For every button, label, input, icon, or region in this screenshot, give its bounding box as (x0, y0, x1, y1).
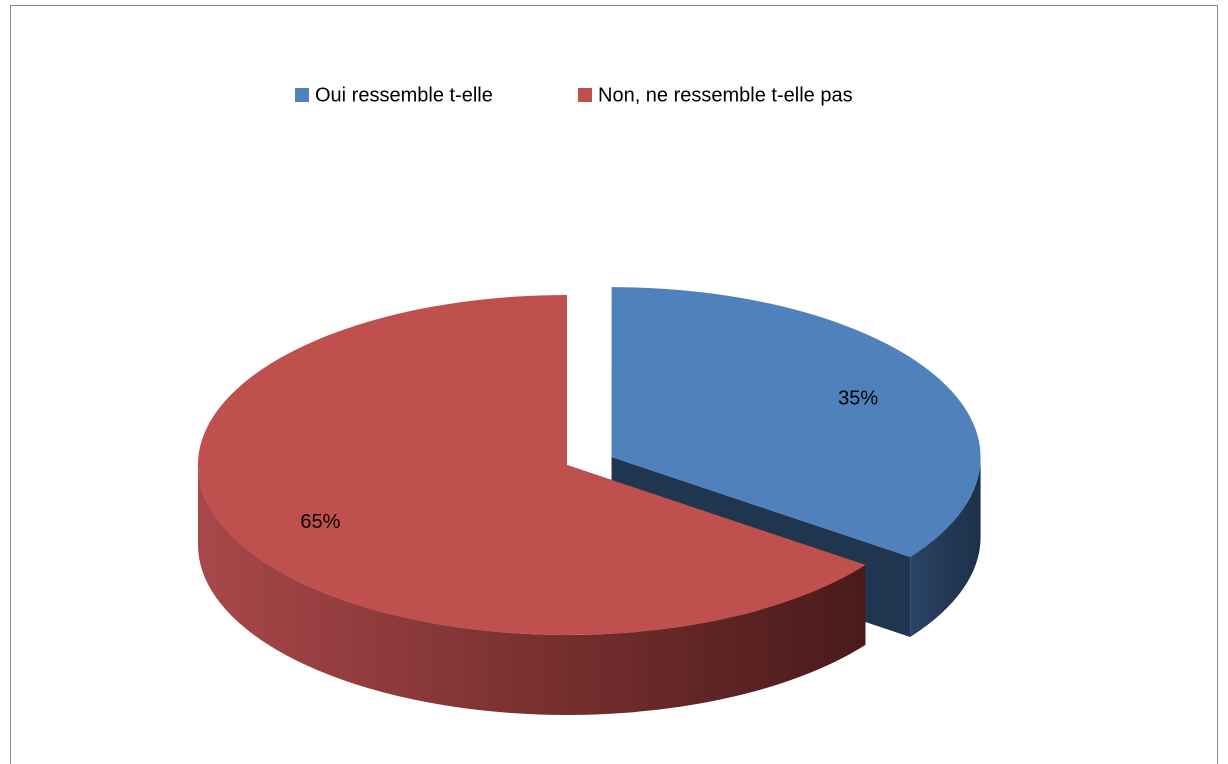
slice (611, 287, 981, 557)
legend-label: Non, ne ressemble t-elle pas (598, 84, 853, 106)
legend-label: Oui ressemble t-elle (315, 84, 493, 106)
data-label: 65% (300, 511, 340, 533)
legend-swatch (578, 88, 592, 102)
data-label: 35% (838, 387, 878, 409)
slice (197, 294, 866, 635)
legend-swatch (295, 88, 309, 102)
slice-side (198, 465, 866, 715)
slice-side (910, 457, 981, 637)
